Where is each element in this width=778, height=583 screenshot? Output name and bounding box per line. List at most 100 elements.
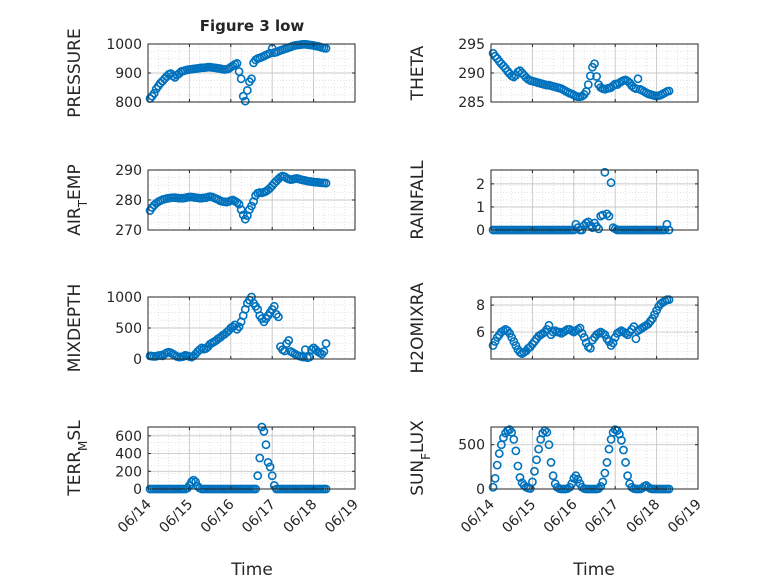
data-point [265, 462, 275, 472]
x-tick-label: 06/14 [115, 496, 155, 536]
data-point [269, 301, 279, 311]
data-point [588, 223, 597, 233]
data-point [532, 455, 541, 465]
data-point [274, 312, 283, 322]
x-tick-label: 06/18 [624, 497, 664, 537]
data-point [546, 458, 556, 467]
y-tick-label: 500 [458, 438, 485, 454]
data-point [585, 71, 595, 81]
data-point [664, 86, 674, 96]
data-point [573, 474, 583, 484]
data-point [598, 477, 608, 487]
data-point [255, 453, 265, 463]
y-tick-label: 290 [115, 163, 142, 179]
data-point [544, 320, 554, 330]
data-point [528, 477, 537, 487]
data-point [232, 324, 242, 334]
y-tick-label: 0 [133, 482, 142, 498]
data-point [319, 347, 329, 356]
data-point [234, 322, 244, 332]
x-axis-label-left: Time [230, 560, 273, 580]
data-point [509, 72, 519, 82]
data-point [284, 335, 294, 345]
data-point [511, 446, 521, 456]
y-axis-label: H2OMIXRA [408, 282, 428, 373]
y-tick-label: 400 [115, 447, 142, 463]
y-axis-label: MIXDEPTH [65, 284, 85, 373]
y-axis-label: AIRTEMP [65, 164, 90, 235]
y-tick-label: 500 [115, 321, 142, 337]
data-point [488, 482, 498, 492]
data-point [238, 210, 248, 220]
data-point [490, 473, 500, 483]
x-tick-label: 06/15 [499, 497, 539, 537]
y-tick-label: 900 [115, 66, 142, 82]
data-point [247, 74, 256, 84]
data-point [548, 471, 558, 481]
y-axis-label: RAINFALL [408, 160, 428, 240]
data-point [619, 445, 628, 455]
y-axis-label: THETA [408, 45, 428, 101]
axes-box [490, 296, 699, 360]
data-point [534, 444, 544, 454]
data-point [606, 178, 616, 188]
data-point [530, 466, 539, 476]
y-tick-label: 200 [115, 464, 142, 480]
subplot-h2omixra: 6 8 H2OMIXRA [408, 282, 699, 374]
y-tick-label: 1000 [106, 37, 142, 53]
y-tick-label: 270 [115, 223, 142, 239]
data-point [492, 460, 502, 470]
y-axis-label: SUNFLUX [408, 420, 433, 496]
data-point [621, 458, 630, 467]
y-axis-label: PRESSURE [65, 28, 85, 117]
data-point [321, 43, 331, 53]
y-axis-label: TERRMSL [65, 420, 90, 497]
y-tick-label: 285 [458, 95, 485, 111]
subplot-mixdepth: 0 500 1000 MIXDEPTH [65, 284, 356, 373]
y-tick-label: 0 [476, 223, 485, 239]
x-tick-label: 06/18 [281, 497, 321, 537]
data-point [585, 343, 595, 353]
data-point [602, 209, 612, 219]
data-point [575, 323, 585, 333]
y-tick-label: 0 [476, 482, 485, 498]
x-tick-label: 06/14 [458, 496, 498, 536]
x-tick-label: 06/19 [322, 497, 362, 537]
data-point [602, 458, 612, 467]
subplot-pressure: 800 900 1000 PRESSURE [65, 28, 356, 118]
subplot-air-temp: 270 280 290 AIRTEMP [65, 163, 356, 239]
y-tick-label: 1000 [106, 290, 142, 306]
data-point [267, 471, 277, 481]
data-point [567, 479, 577, 489]
data-point [617, 435, 626, 445]
data-point [317, 349, 327, 359]
data-point [195, 345, 205, 355]
y-tick-label: 2 [476, 177, 485, 193]
data-point [321, 178, 331, 188]
data-point [149, 88, 159, 98]
subplot-sun-flux: 0 500 06/14 06/15 06/16 06/17 06/18 06/19 SUNFLU… [408, 420, 705, 537]
x-tick-label: 06/16 [541, 496, 581, 536]
y-tick-label: 280 [115, 193, 142, 209]
data-point [604, 211, 614, 221]
data-point [232, 59, 242, 68]
data-point [494, 449, 504, 458]
data-point [513, 461, 523, 471]
subplot-rainfall: 0 1 2 RAINFALL [408, 160, 699, 240]
data-point [189, 475, 198, 485]
axes-box [490, 169, 699, 231]
axes-box [490, 426, 699, 490]
data-point [247, 201, 256, 211]
x-tick-label: 06/17 [582, 497, 622, 537]
x-tick-label: 06/17 [239, 497, 279, 537]
data-point [598, 210, 608, 220]
data-point [261, 440, 271, 450]
y-tick-label: 600 [115, 429, 142, 445]
data-point [236, 74, 246, 84]
data-point [509, 434, 519, 444]
data-point [604, 444, 614, 454]
data-point [499, 61, 508, 71]
